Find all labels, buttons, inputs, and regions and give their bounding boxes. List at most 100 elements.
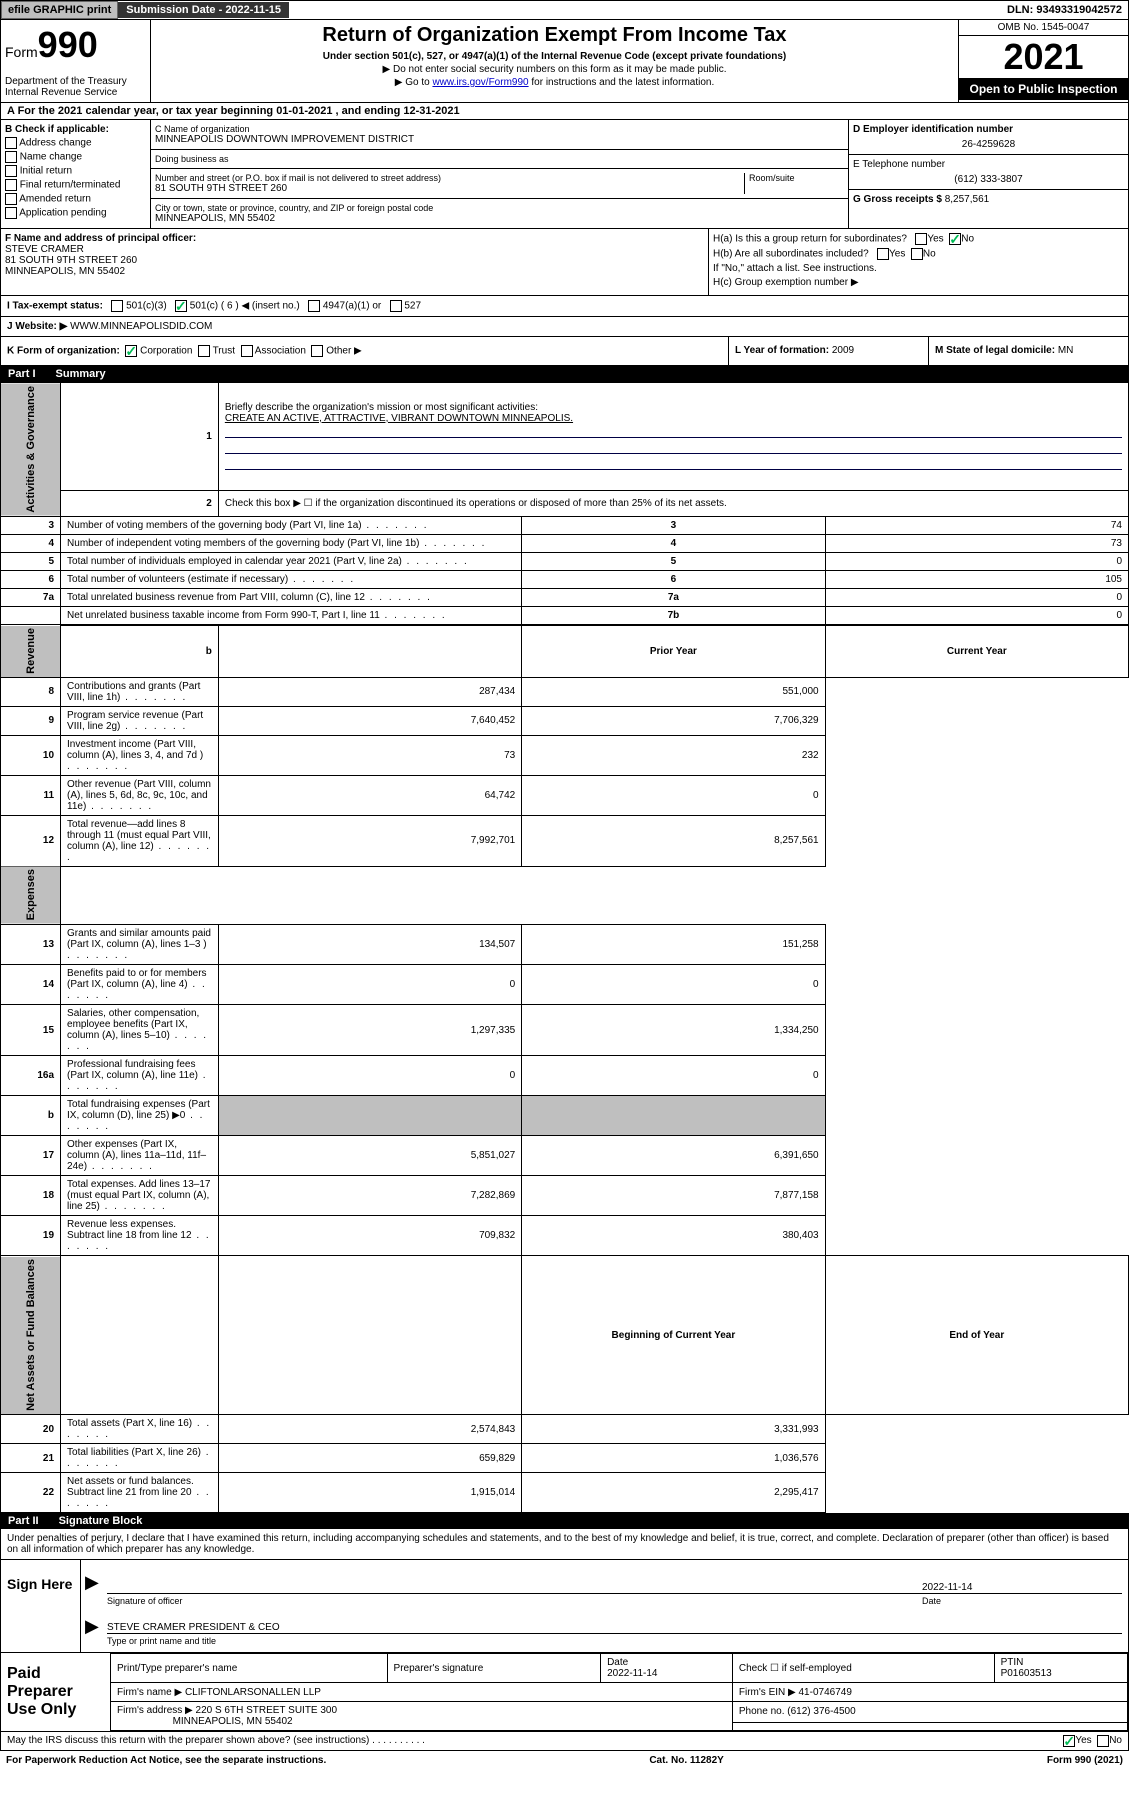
linenum: 1 <box>61 383 219 491</box>
prior-val: 0 <box>218 1056 521 1096</box>
d-gross-label: G Gross receipts $ <box>853 194 942 205</box>
form-subtitle: Under section 501(c), 527, or 4947(a)(1)… <box>159 51 950 62</box>
chk-name-change[interactable]: Name change <box>5 151 146 163</box>
f-street: 81 SOUTH 9TH STREET 260 <box>5 255 704 266</box>
efile-print-button[interactable]: efile GRAPHIC print <box>1 1 118 19</box>
line1-desc: Briefly describe the organization's miss… <box>225 402 1122 413</box>
chk-501c3[interactable] <box>111 300 123 312</box>
prior-val: 73 <box>218 735 521 775</box>
ha-no-box[interactable] <box>949 233 961 245</box>
blank-cell <box>218 625 521 678</box>
hdr-begin: Beginning of Current Year <box>522 1256 825 1415</box>
d-phone-value: (612) 333-3807 <box>853 174 1124 185</box>
val-cell: 105 <box>825 570 1128 588</box>
hb-row: H(b) Are all subordinates included? Yes … <box>713 248 1124 260</box>
chk-amended-return[interactable]: Amended return <box>5 193 146 205</box>
d-ein-block: D Employer identification number 26-4259… <box>849 120 1128 155</box>
prior-val: 7,282,869 <box>218 1176 521 1216</box>
yes-label: Yes <box>889 249 905 260</box>
linenum: 22 <box>1 1473 61 1513</box>
part-ii-header: Part II Signature Block <box>0 1513 1129 1529</box>
chk-final-return[interactable]: Final return/terminated <box>5 179 146 191</box>
col-f-officer: F Name and address of principal officer:… <box>1 229 708 295</box>
header-right: OMB No. 1545-0047 2021 Open to Public In… <box>958 20 1128 102</box>
chk-trust[interactable] <box>198 345 210 357</box>
form-header: Form990 Department of the Treasury Inter… <box>0 20 1129 103</box>
prior-val: 709,832 <box>218 1216 521 1256</box>
c-city-value: MINNEAPOLIS, MN 55402 <box>155 213 844 224</box>
hb-no-box[interactable] <box>911 248 923 260</box>
prep-addr-cell: Firm's address ▶ 220 S 6TH STREET SUITE … <box>111 1701 732 1730</box>
m-cell: M State of legal domicile: MN <box>928 337 1128 365</box>
col-h-group: H(a) Is this a group return for subordin… <box>708 229 1128 295</box>
opt-other: Other ▶ <box>326 346 361 357</box>
hdr-current: Current Year <box>825 625 1128 678</box>
chk-501c[interactable] <box>175 300 187 312</box>
penalties-text: Under penalties of perjury, I declare th… <box>1 1529 1128 1560</box>
dept-treasury: Department of the Treasury Internal Reve… <box>5 76 146 98</box>
yes-label: Yes <box>927 234 943 245</box>
line-desc: Total assets (Part X, line 16) <box>61 1415 219 1444</box>
ein-value: 41-0746749 <box>799 1687 852 1698</box>
line-desc: Other expenses (Part IX, column (A), lin… <box>61 1136 219 1176</box>
d-phone-label: E Telephone number <box>853 159 1124 170</box>
line-desc: Total fundraising expenses (Part IX, col… <box>61 1096 219 1136</box>
opt-501c: 501(c) ( 6 ) ◀ (insert no.) <box>190 301 300 312</box>
hdr-prior: Prior Year <box>522 625 825 678</box>
c-name-block: C Name of organization MINNEAPOLIS DOWNT… <box>151 120 848 150</box>
chk-527[interactable] <box>390 300 402 312</box>
sig-line-1: 2022-11-14 <box>107 1582 1122 1594</box>
d-ein-value: 26-4259628 <box>853 139 1124 150</box>
linenum: 10 <box>1 735 61 775</box>
line-desc: Total unrelated business revenue from Pa… <box>61 588 522 606</box>
current-val: 1,036,576 <box>522 1444 825 1473</box>
chk-assoc[interactable] <box>241 345 253 357</box>
line-desc: Net unrelated business taxable income fr… <box>61 606 522 625</box>
preparer-left-label: Paid Preparer Use Only <box>1 1653 111 1731</box>
chk-label: Amended return <box>19 194 91 205</box>
f-name: STEVE CRAMER <box>5 244 704 255</box>
sig-date-label: Date <box>922 1596 1122 1606</box>
inspection-badge: Open to Public Inspection <box>959 78 1128 100</box>
chk-4947[interactable] <box>308 300 320 312</box>
discuss-no-box[interactable] <box>1097 1735 1109 1747</box>
linenum: 3 <box>1 516 61 534</box>
current-val: 1,334,250 <box>522 1005 825 1056</box>
blank-cell <box>218 1256 521 1415</box>
addr-label: Firm's address ▶ <box>117 1705 193 1716</box>
chk-application-pending[interactable]: Application pending <box>5 207 146 219</box>
prior-val: 7,992,701 <box>218 815 521 866</box>
linenum: 5 <box>1 552 61 570</box>
ha-yes-box[interactable] <box>915 233 927 245</box>
prior-val: 287,434 <box>218 677 521 706</box>
j-value: WWW.MINNEAPOLISDID.COM <box>70 321 212 332</box>
chk-corp[interactable] <box>125 345 137 357</box>
line-desc: Grants and similar amounts paid (Part IX… <box>61 925 219 965</box>
f-label: F Name and address of principal officer: <box>5 233 704 244</box>
l-cell: L Year of formation: 2009 <box>728 337 928 365</box>
sig-labels-1: Signature of officer Date <box>107 1596 1122 1606</box>
linenum: 4 <box>1 534 61 552</box>
f-city: MINNEAPOLIS, MN 55402 <box>5 266 704 277</box>
discuss-yes-box[interactable] <box>1063 1735 1075 1747</box>
current-val: 551,000 <box>522 677 825 706</box>
row-a-tax-year: A For the 2021 calendar year, or tax yea… <box>0 103 1129 120</box>
chk-other[interactable] <box>311 345 323 357</box>
c-room-label: Room/suite <box>749 173 844 183</box>
sign-here-grid: Sign Here ▶ 2022-11-14 Signature of offi… <box>1 1560 1128 1653</box>
current-val <box>522 1096 825 1136</box>
chk-initial-return[interactable]: Initial return <box>5 165 146 177</box>
c-city-block: City or town, state or province, country… <box>151 199 848 228</box>
row-i-tax-status: I Tax-exempt status: 501(c)(3) 501(c) ( … <box>0 296 1129 317</box>
chk-address-change[interactable]: Address change <box>5 137 146 149</box>
mission-text: CREATE AN ACTIVE, ATTRACTIVE, VIBRANT DO… <box>225 413 1122 424</box>
goto-link[interactable]: www.irs.gov/Form990 <box>432 77 528 88</box>
hb-yes-box[interactable] <box>877 248 889 260</box>
discuss-row: May the IRS discuss this return with the… <box>0 1732 1129 1751</box>
prep-ein-cell: Firm's EIN ▶ 41-0746749 <box>732 1683 1127 1701</box>
d-gross-value: 8,257,561 <box>945 194 990 205</box>
opt-trust: Trust <box>213 346 235 357</box>
form-num: 990 <box>38 24 98 65</box>
mission-blank-line <box>225 424 1122 438</box>
l-label: L Year of formation: <box>735 345 832 356</box>
